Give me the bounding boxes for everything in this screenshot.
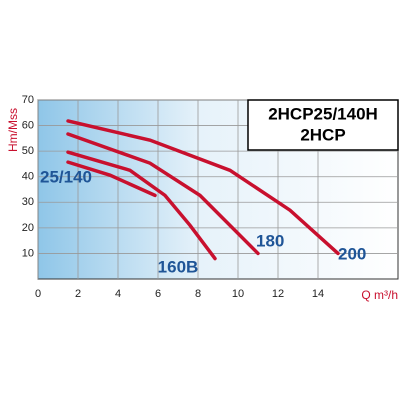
x-tick-label: 12 bbox=[272, 288, 284, 300]
x-tick-label: 2 bbox=[75, 288, 81, 300]
y-tick-label: 40 bbox=[22, 171, 34, 183]
y-tick-label: 10 bbox=[22, 247, 34, 259]
x-tick-label: 10 bbox=[232, 288, 244, 300]
x-tick-label: 4 bbox=[115, 288, 121, 300]
y-tick-label: 60 bbox=[22, 119, 34, 131]
chart-title: 2HCP bbox=[300, 125, 345, 144]
series-label: 180 bbox=[256, 231, 284, 250]
pump-curve bbox=[66, 132, 260, 256]
pump-curve bbox=[66, 160, 157, 198]
x-tick-label: 0 bbox=[35, 288, 41, 300]
x-tick-label: 14 bbox=[312, 288, 324, 300]
y-axis-label: Hm/Mss bbox=[6, 108, 20, 152]
pump-curve bbox=[66, 119, 340, 256]
series-label: 160B bbox=[158, 257, 199, 276]
series-label: 25/140 bbox=[40, 167, 92, 186]
chart-title: 2HCP25/140H bbox=[268, 104, 378, 123]
series-label: 200 bbox=[338, 244, 366, 263]
x-tick-label: 8 bbox=[195, 288, 201, 300]
y-tick-label: 20 bbox=[22, 222, 34, 234]
y-tick-label: 70 bbox=[22, 94, 34, 106]
y-tick-label: 50 bbox=[22, 145, 34, 157]
y-tick-label: 30 bbox=[22, 196, 34, 208]
pump-curve bbox=[66, 150, 217, 261]
x-axis-label: Q m³/h bbox=[361, 288, 398, 302]
x-tick-label: 6 bbox=[155, 288, 161, 300]
title-box bbox=[247, 99, 399, 151]
